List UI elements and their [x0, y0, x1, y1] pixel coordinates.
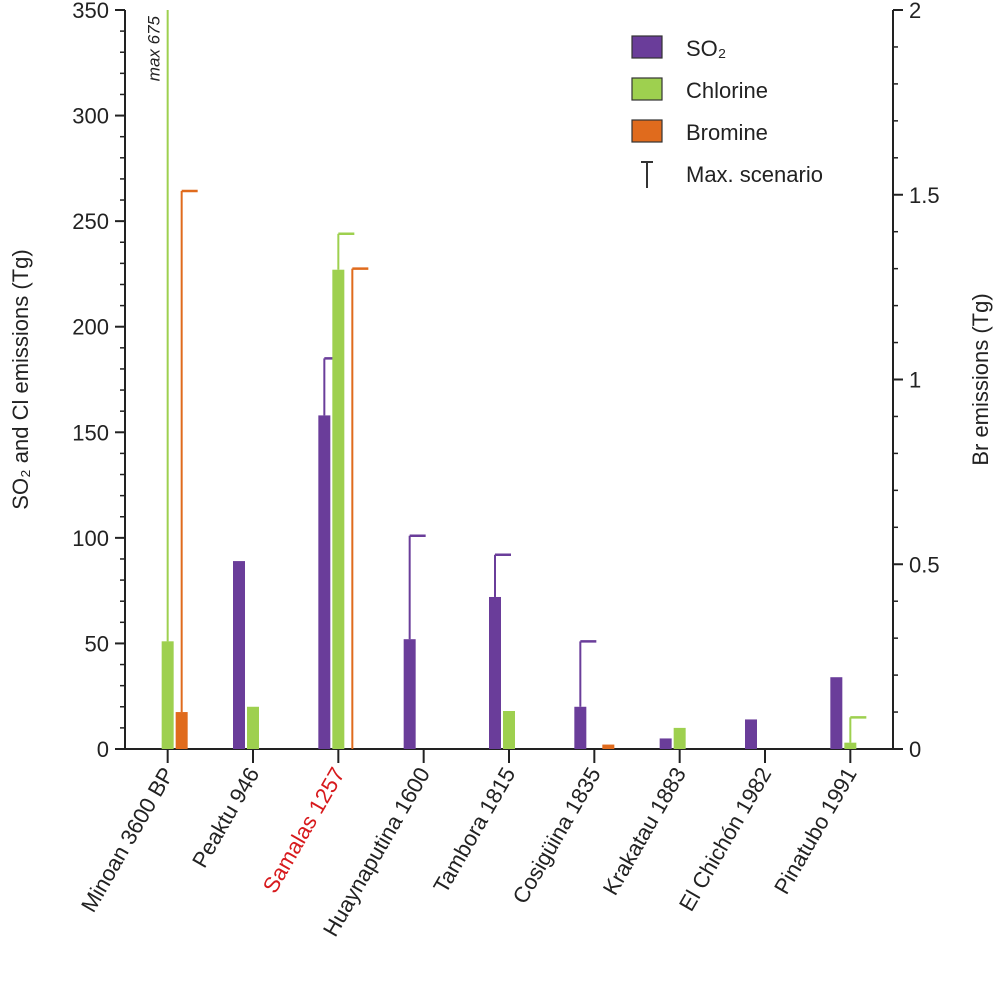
- bar-chlorine: [332, 269, 345, 749]
- bar-chlorine: [161, 641, 174, 749]
- legend-swatch: [631, 77, 663, 101]
- y-right-tick-label: 2: [909, 0, 921, 23]
- bar-so: [574, 706, 587, 749]
- y-left-tick-label: 300: [72, 104, 109, 129]
- legend-label: Max. scenario: [686, 162, 823, 187]
- category-label: Krakatau 1883: [598, 763, 691, 899]
- max-annotation: max 675: [145, 15, 164, 81]
- bar-chlorine: [247, 706, 259, 749]
- y-right-tick-label: 1.5: [909, 183, 940, 208]
- category-label: Pinatubo 1991: [769, 763, 862, 898]
- bar-chlorine: [503, 710, 515, 749]
- y-left-tick-label: 50: [85, 631, 109, 656]
- bar-bromine: [175, 712, 188, 749]
- axes: 0 50 100 150 200 250 300 350 0 0.5 1 1.5 2 SO₂ and Cl…: [8, 0, 993, 763]
- bar-so: [745, 719, 757, 749]
- bars: max 675: [145, 10, 867, 749]
- category-label: El Chichón 1982: [674, 763, 776, 915]
- y-left-tick-label: 100: [72, 526, 109, 551]
- y-left-tick-label: 0: [97, 737, 109, 762]
- category-label: Peaktu 946: [187, 763, 264, 872]
- bar-so: [233, 561, 245, 749]
- y-right-axis-title: Br emissions (Tg): [968, 293, 993, 465]
- legend-label: Bromine: [686, 120, 768, 145]
- y-left-tick-label: 250: [72, 209, 109, 234]
- legend-swatch: [631, 119, 663, 143]
- category-label: Tambora 1815: [428, 763, 520, 897]
- y-left-tick-label: 350: [72, 0, 109, 23]
- category-label: Minoan 3600 BP: [76, 763, 179, 916]
- bar-bromine: [602, 744, 615, 749]
- y-left-tick-label: 150: [72, 420, 109, 445]
- legend: SO₂ Chlorine Bromine Max. scenario: [631, 35, 823, 188]
- y-right-tick-label: 1: [909, 368, 921, 393]
- y-right-tick-label: 0.5: [909, 552, 940, 577]
- bar-chlorine: [844, 742, 857, 749]
- bar-so: [659, 738, 672, 749]
- legend-label: Chlorine: [686, 78, 768, 103]
- category-label: Cosigüina 1835: [508, 763, 606, 908]
- bar-so: [489, 596, 501, 749]
- category-label: Samalas 1257: [258, 763, 350, 897]
- bar-chlorine: [673, 727, 686, 749]
- bar-so: [318, 415, 331, 749]
- y-left-tick-label: 200: [72, 315, 109, 340]
- y-left-axis-title: SO₂ and Cl emissions (Tg): [8, 249, 33, 509]
- y-right-tick-label: 0: [909, 737, 921, 762]
- legend-swatch: [631, 35, 663, 59]
- legend-label: SO₂: [686, 36, 726, 61]
- bar-so: [830, 677, 843, 749]
- bar-so: [403, 639, 416, 749]
